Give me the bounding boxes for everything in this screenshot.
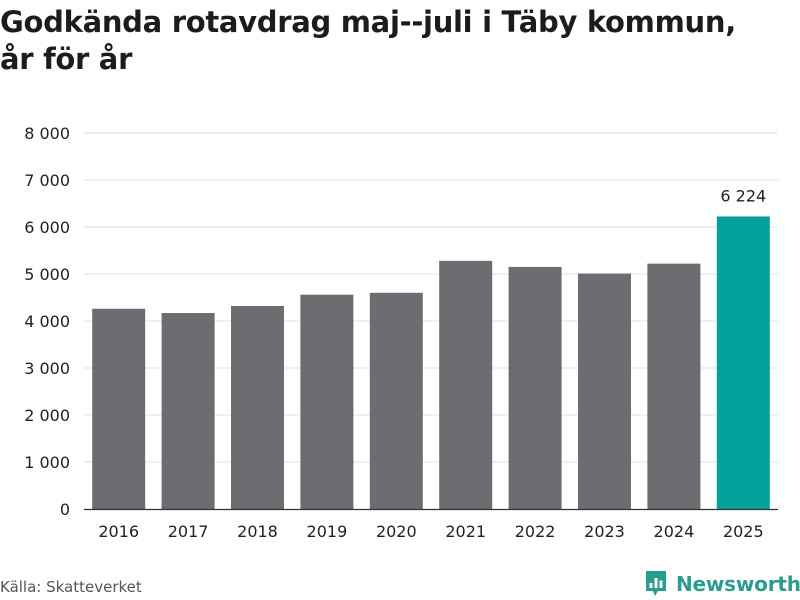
y-tick-label: 3 000 — [24, 359, 70, 378]
x-tick-label: 2021 — [445, 522, 486, 541]
bar-2024 — [647, 263, 701, 509]
y-tick-label: 6 000 — [24, 218, 70, 237]
chart-title: Godkända rotavdrag maj--juli i Täby komm… — [0, 4, 790, 78]
bar-2017 — [161, 313, 215, 509]
x-tick-label: 2022 — [515, 522, 556, 541]
chart-title-line-1: Godkända rotavdrag maj--juli i Täby komm… — [0, 5, 736, 39]
y-tick-label: 2 000 — [24, 406, 70, 425]
y-tick-label: 8 000 — [24, 124, 70, 143]
x-tick-label: 2017 — [168, 522, 209, 541]
bar-2025 — [716, 216, 770, 510]
y-tick-label: 7 000 — [24, 171, 70, 190]
x-tick-label: 2018 — [237, 522, 278, 541]
bar-2016 — [92, 308, 146, 509]
bar-2020 — [369, 292, 423, 509]
bar-2022 — [508, 266, 562, 509]
x-tick-label: 2025 — [723, 522, 764, 541]
brand-name: Newsworthy — [676, 572, 800, 596]
y-tick-label: 1 000 — [24, 453, 70, 472]
chart-title-line-2: år för år — [0, 42, 133, 76]
x-tick-label: 2020 — [376, 522, 417, 541]
y-tick-label: 4 000 — [24, 312, 70, 331]
bar-2018 — [231, 305, 284, 509]
y-tick-label: 0 — [60, 500, 70, 519]
bar-2023 — [578, 273, 631, 509]
x-tick-label: 2023 — [584, 522, 625, 541]
data-label: 6 224 — [720, 186, 766, 205]
bar-2021 — [439, 260, 493, 509]
x-tick-label: 2016 — [98, 522, 139, 541]
bar-2019 — [300, 294, 354, 509]
y-tick-label: 5 000 — [24, 265, 70, 284]
source-note: Källa: Skatteverket — [0, 578, 142, 596]
x-tick-label: 2024 — [654, 522, 695, 541]
x-tick-label: 2019 — [307, 522, 348, 541]
brand-logo: Newsworthy — [644, 568, 800, 600]
bar-chart-logo-icon — [646, 571, 666, 596]
